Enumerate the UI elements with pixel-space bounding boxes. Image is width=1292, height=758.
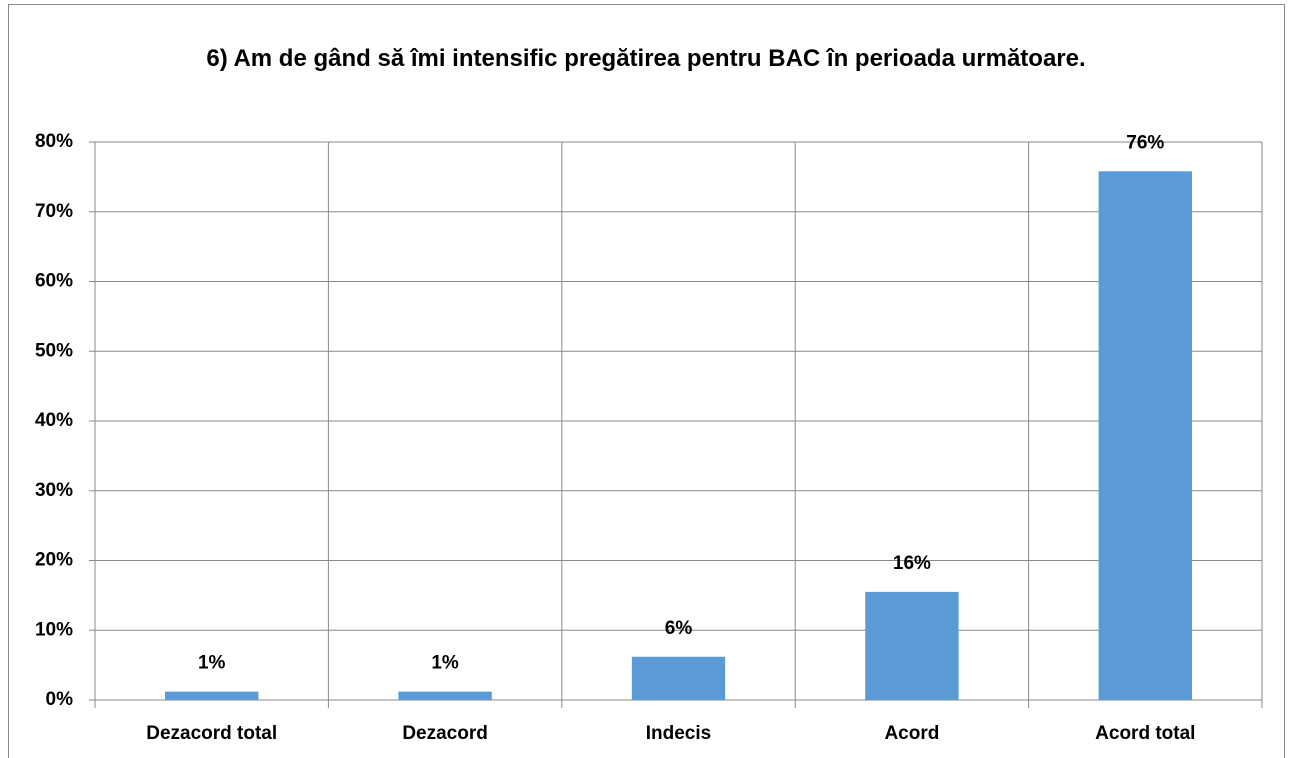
data-label: 1%	[431, 653, 459, 674]
y-tick-label: 80%	[35, 131, 73, 152]
y-tick-label: 60%	[35, 271, 73, 292]
data-label: 16%	[893, 553, 931, 574]
x-tick-label: Dezacord total	[146, 723, 277, 744]
data-label: 1%	[198, 653, 226, 674]
y-tick-label: 30%	[35, 480, 73, 501]
chart-title: 6) Am de gând să îmi intensific pregătir…	[206, 45, 1086, 72]
bar	[631, 656, 726, 700]
data-label: 76%	[1126, 132, 1164, 153]
bar	[398, 691, 492, 700]
x-tick-label: Acord	[884, 723, 939, 744]
y-tick-label: 0%	[46, 689, 74, 710]
y-tick-label: 70%	[35, 201, 73, 222]
y-tick-label: 40%	[35, 410, 73, 431]
x-tick-label: Dezacord	[402, 723, 488, 744]
data-label: 6%	[665, 618, 693, 639]
chart-border	[8, 4, 1285, 758]
y-tick-label: 10%	[35, 619, 73, 640]
bar	[1098, 171, 1192, 701]
y-tick-label: 20%	[35, 550, 73, 571]
y-tick-label: 50%	[35, 340, 73, 361]
x-tick-label: Indecis	[646, 723, 711, 744]
bar	[165, 691, 259, 700]
bar	[865, 591, 959, 700]
x-tick-label: Acord total	[1095, 723, 1195, 744]
